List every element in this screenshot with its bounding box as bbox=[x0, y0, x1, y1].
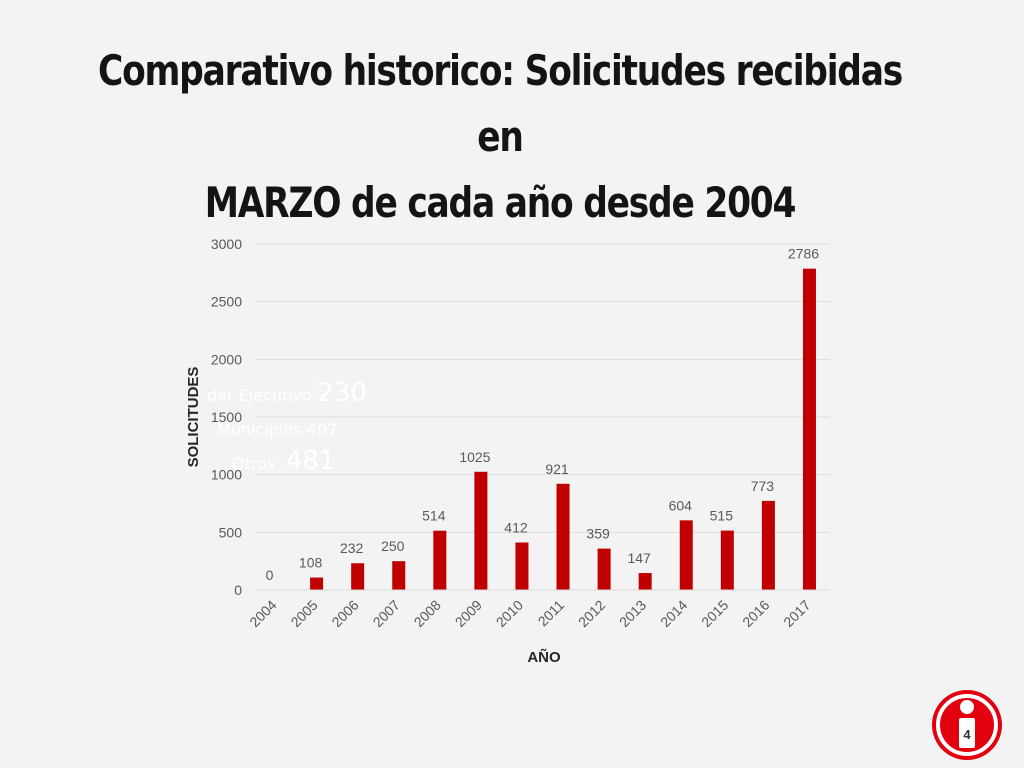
bar-2007 bbox=[392, 561, 406, 590]
info-logo-icon bbox=[932, 690, 1002, 760]
data-label-2011: 921 bbox=[545, 461, 569, 477]
x-axis-title: AÑO bbox=[527, 648, 561, 666]
x-tick-label: 2007 bbox=[370, 597, 403, 630]
bar-2009 bbox=[474, 471, 488, 590]
x-tick-label: 2006 bbox=[328, 597, 361, 630]
y-axis-title: SOLICITUDES bbox=[185, 367, 202, 468]
y-axis-ticks: 0 500 1000 1500 2000 2500 3000 bbox=[211, 236, 242, 598]
overlay-line-3: Otros: 481 bbox=[232, 446, 335, 476]
data-label-2006: 232 bbox=[340, 540, 364, 556]
data-label-2007: 250 bbox=[381, 538, 405, 554]
data-label-2005: 108 bbox=[299, 555, 323, 571]
y-tick-label: 3000 bbox=[211, 236, 242, 252]
bar-2016 bbox=[761, 500, 775, 590]
data-labels: 0 108 232 250 514 1025 412 921 359 147 604 515 773 27… bbox=[266, 246, 820, 583]
bar-2013 bbox=[638, 573, 652, 590]
bar-2008 bbox=[433, 530, 447, 590]
bar-2015 bbox=[720, 530, 734, 590]
overlay-line-3-value: 481 bbox=[285, 446, 336, 476]
overlay-line-1-label: der Ejecutivo: bbox=[207, 386, 318, 405]
x-tick-label: 2004 bbox=[246, 597, 279, 630]
x-tick-label: 2014 bbox=[657, 597, 690, 630]
x-tick-label: 2010 bbox=[493, 597, 526, 630]
y-tick-label: 1500 bbox=[211, 409, 242, 425]
data-label-2016: 773 bbox=[751, 478, 775, 494]
data-label-2010: 412 bbox=[504, 519, 528, 535]
bar-2006 bbox=[351, 563, 365, 590]
bar-2005 bbox=[310, 577, 324, 590]
title-line-1: Comparativo historico: Solicitudes recib… bbox=[98, 46, 903, 161]
x-tick-label: 2016 bbox=[739, 597, 772, 630]
overlay-line-3-label: Otros: bbox=[232, 454, 281, 473]
gridlines bbox=[255, 243, 830, 533]
data-label-2008: 514 bbox=[422, 508, 446, 524]
bars bbox=[310, 268, 816, 590]
title-line-2: MARZO de cada año desde 2004 bbox=[204, 178, 797, 227]
slide-number: 4 bbox=[963, 727, 971, 742]
bar-2012 bbox=[597, 548, 611, 590]
data-label-2009: 1025 bbox=[459, 449, 490, 465]
bar-2014 bbox=[679, 520, 693, 590]
overlay-line-1: der Ejecutivo:230 bbox=[207, 378, 367, 408]
overlay-line-2: Municipios:407 bbox=[217, 420, 337, 439]
overlay-line-2-text: Municipios:407 bbox=[217, 420, 338, 439]
x-tick-label: 2005 bbox=[287, 597, 320, 630]
slide-title: Comparativo historico: Solicitudes recib… bbox=[90, 38, 910, 236]
y-tick-label: 0 bbox=[234, 582, 242, 598]
x-tick-label: 2013 bbox=[616, 597, 649, 630]
y-tick-label: 500 bbox=[219, 524, 243, 540]
data-label-2014: 604 bbox=[669, 497, 693, 513]
y-tick-label: 2000 bbox=[211, 351, 242, 367]
data-label-2017: 2786 bbox=[788, 246, 819, 262]
bar-2010 bbox=[515, 542, 529, 590]
data-label-2012: 359 bbox=[586, 526, 610, 542]
data-label-2004: 0 bbox=[266, 567, 274, 583]
x-tick-label: 2017 bbox=[780, 597, 813, 630]
overlay-line-1-value: 230 bbox=[317, 378, 368, 408]
x-tick-label: 2009 bbox=[452, 597, 485, 630]
y-tick-label: 1000 bbox=[211, 467, 242, 483]
data-label-2015: 515 bbox=[710, 508, 734, 524]
bar-2017 bbox=[802, 268, 816, 590]
x-axis-ticks: 2004 2005 2006 2007 2008 2009 2010 2011 2012 2013… bbox=[246, 597, 813, 630]
data-label-2013: 147 bbox=[627, 550, 651, 566]
x-tick-label: 2011 bbox=[535, 597, 568, 630]
x-tick-label: 2008 bbox=[411, 597, 444, 630]
y-tick-label: 2500 bbox=[211, 294, 242, 310]
x-tick-label: 2012 bbox=[575, 597, 608, 630]
bar-2011 bbox=[556, 483, 570, 590]
x-tick-label: 2015 bbox=[698, 597, 731, 630]
